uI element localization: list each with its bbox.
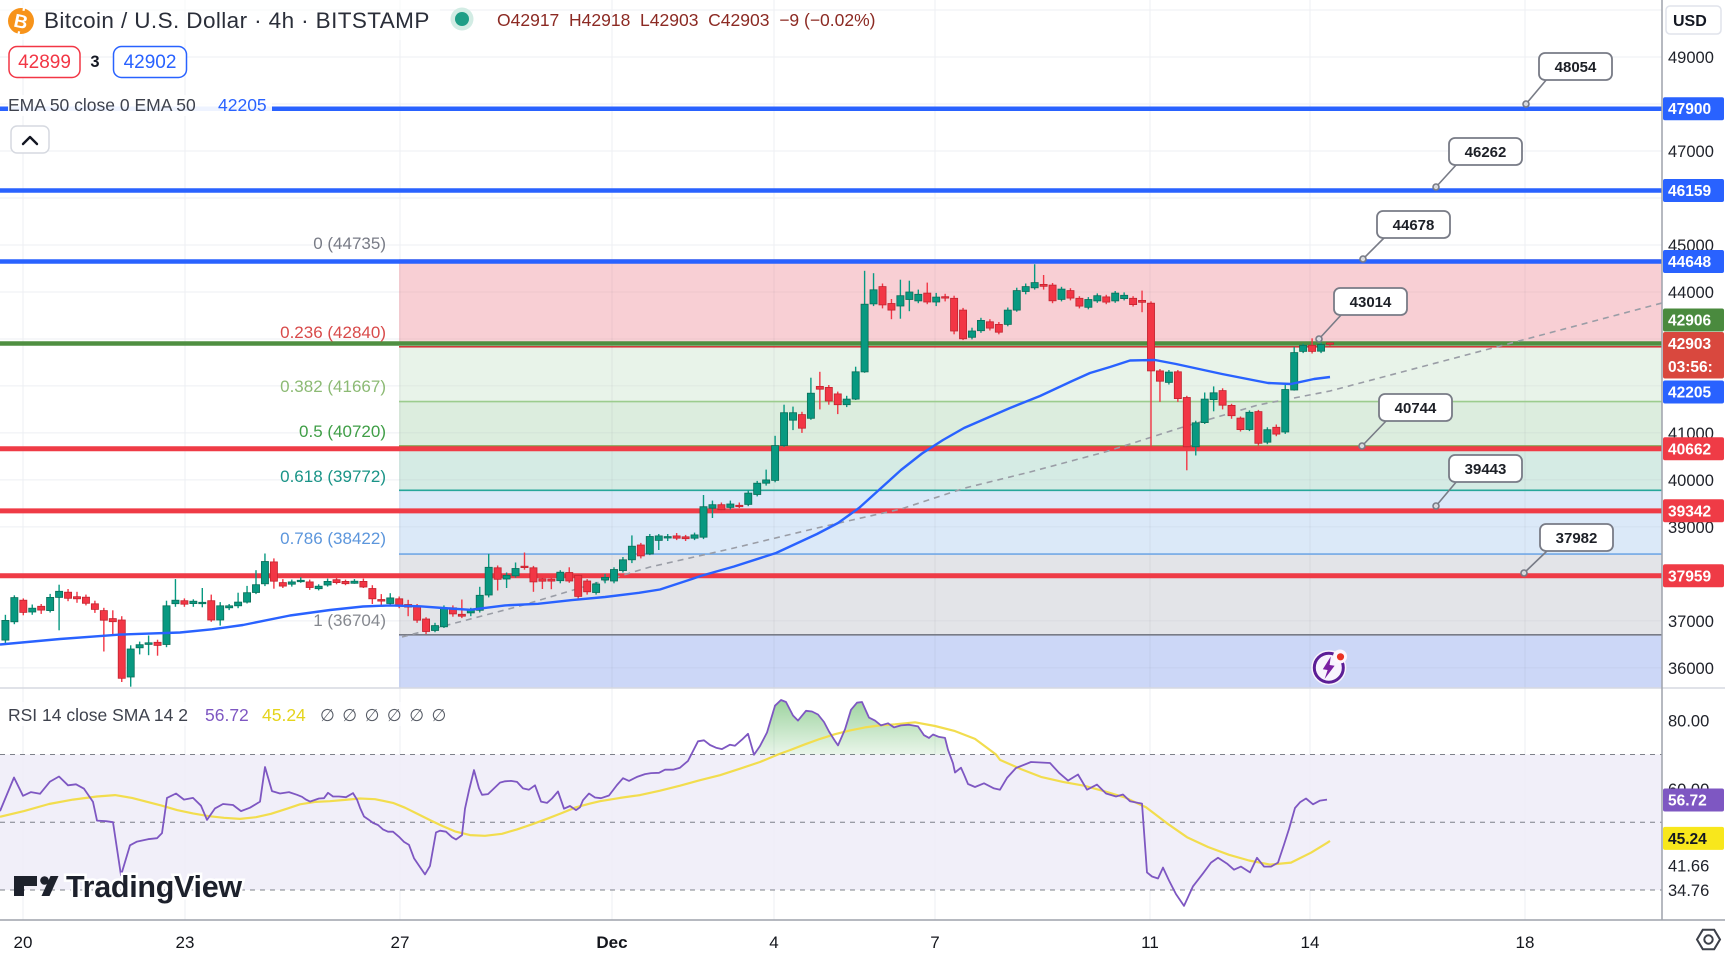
- svg-text:56.72: 56.72: [205, 705, 249, 725]
- svg-text:44000: 44000: [1668, 284, 1714, 302]
- svg-text:40744: 40744: [1395, 400, 1437, 417]
- svg-text:RSI 14 close SMA 14 2: RSI 14 close SMA 14 2: [8, 705, 188, 725]
- svg-text:45.24: 45.24: [262, 705, 306, 725]
- svg-text:14: 14: [1301, 933, 1320, 952]
- svg-text:37959: 37959: [1668, 568, 1711, 585]
- svg-text:37000: 37000: [1668, 613, 1714, 631]
- svg-text:0.5 (40720): 0.5 (40720): [299, 422, 386, 441]
- svg-text:Dec: Dec: [596, 933, 627, 952]
- svg-text:34.76: 34.76: [1668, 882, 1709, 900]
- svg-text:0.236 (42840): 0.236 (42840): [280, 323, 386, 342]
- svg-text:43014: 43014: [1350, 294, 1392, 311]
- svg-text:56.72: 56.72: [1668, 793, 1707, 810]
- svg-text:41.66: 41.66: [1668, 857, 1709, 875]
- svg-text:36000: 36000: [1668, 660, 1714, 678]
- svg-text:44648: 44648: [1668, 254, 1711, 271]
- svg-text:27: 27: [391, 933, 410, 952]
- svg-text:11: 11: [1141, 933, 1159, 952]
- svg-text:39443: 39443: [1465, 461, 1507, 478]
- svg-text:7: 7: [930, 933, 939, 952]
- svg-text:40000: 40000: [1668, 472, 1714, 490]
- svg-text:39000: 39000: [1668, 519, 1714, 537]
- svg-text:42906: 42906: [1668, 313, 1711, 330]
- svg-text:46262: 46262: [1465, 144, 1507, 161]
- svg-text:42902: 42902: [124, 52, 177, 73]
- svg-text:42899: 42899: [18, 52, 71, 73]
- svg-text:EMA 50 close 0 EMA 50: EMA 50 close 0 EMA 50: [8, 95, 196, 115]
- svg-text:0.382 (41667): 0.382 (41667): [280, 377, 386, 396]
- svg-text:1 (36704): 1 (36704): [313, 611, 386, 630]
- svg-text:48054: 48054: [1555, 59, 1597, 76]
- svg-text:18: 18: [1516, 933, 1535, 952]
- svg-text:37982: 37982: [1556, 530, 1598, 547]
- svg-text:47000: 47000: [1668, 143, 1714, 161]
- svg-text:0.618 (39772): 0.618 (39772): [280, 467, 386, 486]
- svg-text:42205: 42205: [1668, 385, 1711, 402]
- svg-text:∅: ∅: [387, 706, 402, 725]
- svg-text:47900: 47900: [1668, 101, 1711, 118]
- svg-text:39342: 39342: [1668, 503, 1711, 520]
- svg-text:∅: ∅: [432, 706, 447, 725]
- svg-text:4: 4: [769, 933, 778, 952]
- svg-text:O42917 H42918 L42903 C42903: O42917 H42918 L42903 C42903 −9 (−0.02%): [497, 10, 876, 30]
- svg-text:03:56:: 03:56:: [1668, 359, 1713, 376]
- svg-text:∅: ∅: [342, 706, 357, 725]
- svg-text:80.00: 80.00: [1668, 713, 1709, 731]
- svg-text:0 (44735): 0 (44735): [313, 234, 386, 253]
- svg-text:45.24: 45.24: [1668, 831, 1707, 848]
- svg-text:40662: 40662: [1668, 441, 1711, 458]
- svg-text:USD: USD: [1673, 13, 1707, 30]
- svg-text:B: B: [12, 11, 30, 34]
- svg-text:∅: ∅: [365, 706, 380, 725]
- svg-text:3: 3: [90, 53, 99, 71]
- svg-text:∅: ∅: [320, 706, 335, 725]
- svg-text:44678: 44678: [1393, 217, 1435, 234]
- svg-text:∅: ∅: [409, 706, 424, 725]
- svg-text:Bitcoin / U.S. Dollar · 4h · B: Bitcoin / U.S. Dollar · 4h · BITSTAMP: [44, 8, 430, 33]
- svg-text:42903: 42903: [1668, 336, 1711, 353]
- svg-text:0.786 (38422): 0.786 (38422): [280, 529, 386, 548]
- svg-text:23: 23: [176, 933, 195, 952]
- svg-text:TradingView: TradingView: [66, 870, 242, 904]
- svg-text:20: 20: [14, 933, 33, 952]
- svg-text:46159: 46159: [1668, 183, 1711, 200]
- svg-text:42205: 42205: [218, 95, 267, 115]
- svg-text:49000: 49000: [1668, 49, 1714, 67]
